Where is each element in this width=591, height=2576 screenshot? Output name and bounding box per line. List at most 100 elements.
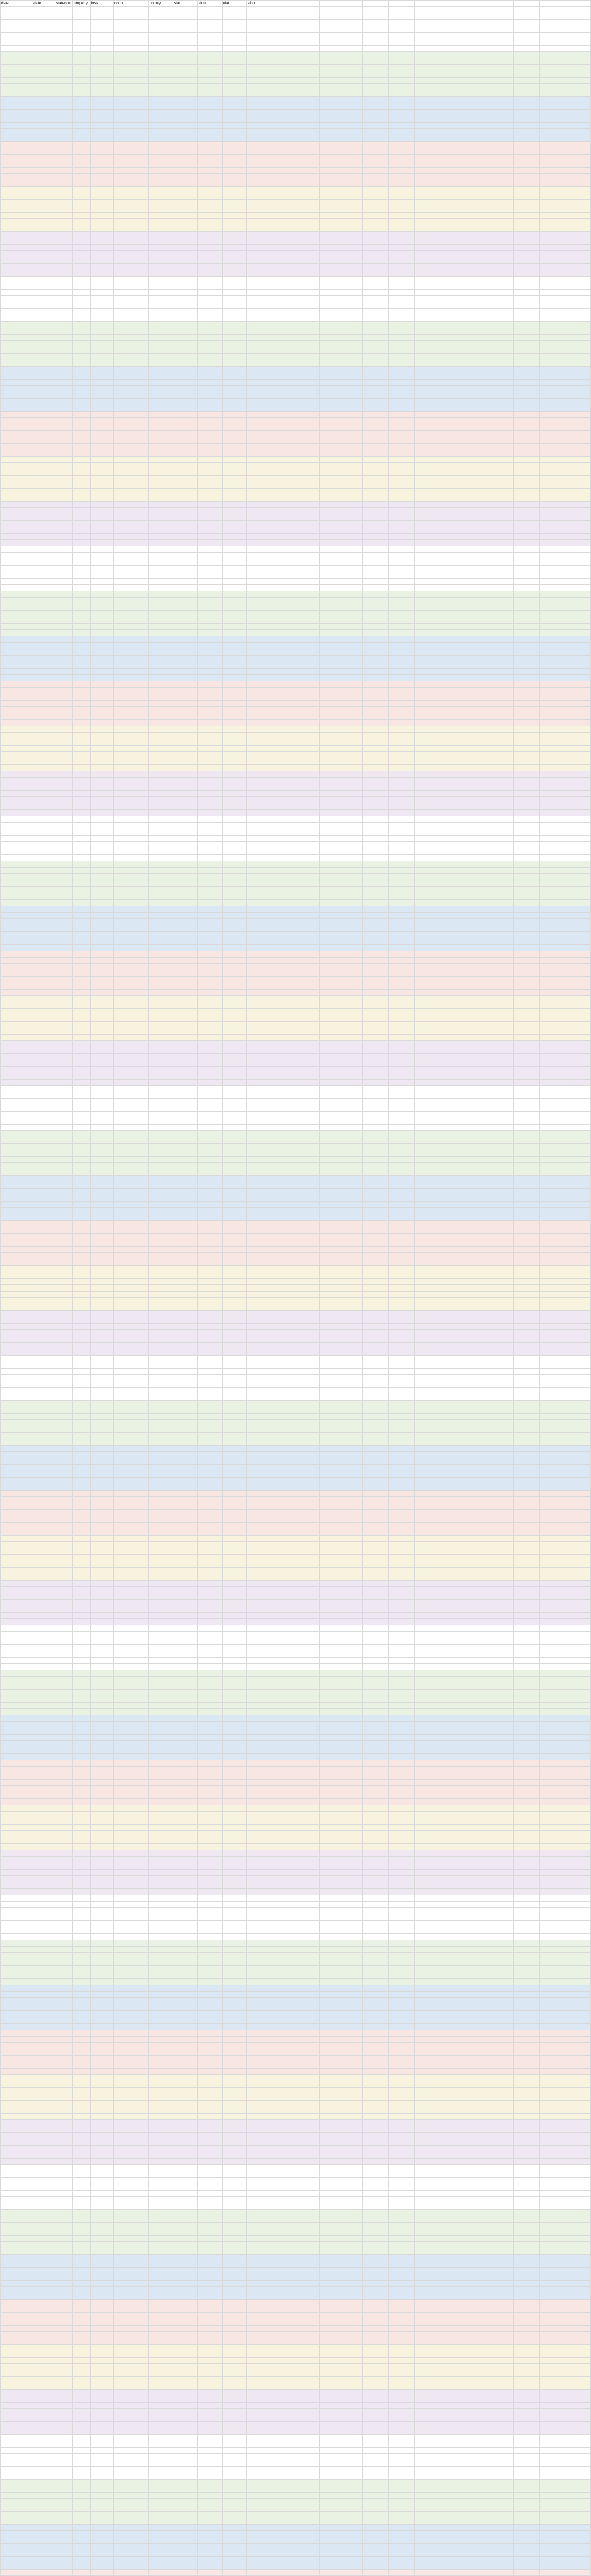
table-cell[interactable]: [90, 559, 114, 566]
table-cell[interactable]: [148, 238, 173, 245]
table-cell[interactable]: [173, 2164, 198, 2171]
table-cell[interactable]: [55, 340, 73, 347]
table-cell[interactable]: [113, 308, 149, 315]
table-cell[interactable]: [197, 687, 223, 694]
table-cell[interactable]: [148, 751, 173, 758]
table-cell[interactable]: [55, 514, 73, 521]
table-cell[interactable]: [246, 2229, 296, 2236]
table-cell[interactable]: [197, 2556, 223, 2563]
table-cell[interactable]: [55, 1875, 73, 1882]
table-cell[interactable]: [197, 1708, 223, 1715]
table-cell[interactable]: [72, 1272, 91, 1279]
table-cell[interactable]: [32, 514, 55, 521]
table-cell[interactable]: [72, 1195, 91, 1202]
table-cell[interactable]: [0, 392, 32, 399]
table-cell[interactable]: [90, 1612, 114, 1619]
table-cell[interactable]: [113, 1991, 149, 1998]
table-cell[interactable]: [55, 2357, 73, 2364]
table-cell[interactable]: [113, 931, 149, 938]
table-cell[interactable]: [148, 83, 173, 90]
table-cell[interactable]: [55, 803, 73, 810]
table-cell[interactable]: [148, 1053, 173, 1060]
table-cell[interactable]: [246, 1400, 296, 1407]
table-cell[interactable]: [113, 270, 149, 277]
table-cell[interactable]: [113, 1066, 149, 1073]
table-cell[interactable]: [173, 295, 198, 302]
table-cell[interactable]: [148, 2351, 173, 2358]
table-cell[interactable]: [173, 764, 198, 771]
table-cell[interactable]: [246, 2460, 296, 2467]
table-cell[interactable]: [0, 1143, 32, 1150]
table-cell[interactable]: [197, 918, 223, 925]
table-cell[interactable]: [197, 1631, 223, 1638]
table-cell[interactable]: [0, 109, 32, 116]
table-cell[interactable]: [246, 238, 296, 245]
table-cell[interactable]: [148, 976, 173, 983]
table-cell[interactable]: [113, 1933, 149, 1940]
table-cell[interactable]: [197, 1805, 223, 1812]
table-cell[interactable]: [197, 2306, 223, 2313]
table-cell[interactable]: [55, 1021, 73, 1028]
table-cell[interactable]: [148, 655, 173, 662]
table-cell[interactable]: [173, 2229, 198, 2236]
table-cell[interactable]: [90, 880, 114, 887]
table-cell[interactable]: [148, 1098, 173, 1105]
table-cell[interactable]: [113, 1535, 149, 1542]
table-cell[interactable]: [246, 141, 296, 148]
table-cell[interactable]: [564, 32, 591, 39]
table-cell[interactable]: [90, 1137, 114, 1144]
table-cell[interactable]: [148, 2190, 173, 2197]
table-cell[interactable]: [513, 45, 540, 52]
table-cell[interactable]: [173, 1503, 198, 1510]
table-cell[interactable]: [72, 886, 91, 893]
table-cell[interactable]: [32, 1638, 55, 1645]
table-cell[interactable]: [513, 6, 540, 13]
table-cell[interactable]: [32, 2415, 55, 2422]
table-cell[interactable]: [222, 482, 247, 489]
table-cell[interactable]: [72, 231, 91, 238]
table-cell[interactable]: [246, 334, 296, 341]
table-cell[interactable]: [246, 1567, 296, 1574]
table-cell[interactable]: [113, 2370, 149, 2377]
table-cell[interactable]: [222, 1708, 247, 1715]
table-cell[interactable]: [173, 1683, 198, 1690]
table-cell[interactable]: [148, 1259, 173, 1266]
table-cell[interactable]: [72, 173, 91, 180]
table-cell[interactable]: [246, 1927, 296, 1934]
table-cell[interactable]: [72, 1991, 91, 1998]
table-cell[interactable]: [222, 347, 247, 354]
table-cell[interactable]: [90, 565, 114, 572]
table-cell[interactable]: [72, 713, 91, 720]
table-cell[interactable]: [148, 1779, 173, 1786]
table-cell[interactable]: [90, 1843, 114, 1850]
table-cell[interactable]: [90, 1882, 114, 1889]
table-cell[interactable]: [32, 1471, 55, 1478]
table-cell[interactable]: [197, 1471, 223, 1478]
table-cell[interactable]: [55, 2460, 73, 2467]
table-cell[interactable]: [222, 2530, 247, 2537]
table-cell[interactable]: [72, 161, 91, 168]
table-cell[interactable]: [32, 2466, 55, 2473]
table-cell[interactable]: [72, 809, 91, 816]
table-cell[interactable]: [173, 1387, 198, 1394]
table-cell[interactable]: [222, 1663, 247, 1670]
table-cell[interactable]: [90, 2363, 114, 2370]
table-cell[interactable]: [55, 995, 73, 1002]
table-cell[interactable]: [32, 2139, 55, 2146]
table-cell[interactable]: [0, 2543, 32, 2550]
table-cell[interactable]: [0, 2004, 32, 2011]
table-cell[interactable]: [148, 1580, 173, 1587]
table-cell[interactable]: [173, 1837, 198, 1844]
table-cell[interactable]: [113, 2518, 149, 2525]
table-cell[interactable]: [222, 1400, 247, 1407]
table-cell[interactable]: [72, 154, 91, 161]
table-cell[interactable]: [173, 1073, 198, 1080]
table-cell[interactable]: [0, 1484, 32, 1491]
table-cell[interactable]: [173, 340, 198, 347]
table-cell[interactable]: [246, 2293, 296, 2300]
table-cell[interactable]: [148, 1060, 173, 1067]
table-cell[interactable]: [246, 1246, 296, 1253]
table-cell[interactable]: [148, 1503, 173, 1510]
table-cell[interactable]: [197, 1747, 223, 1754]
table-cell[interactable]: [55, 629, 73, 636]
